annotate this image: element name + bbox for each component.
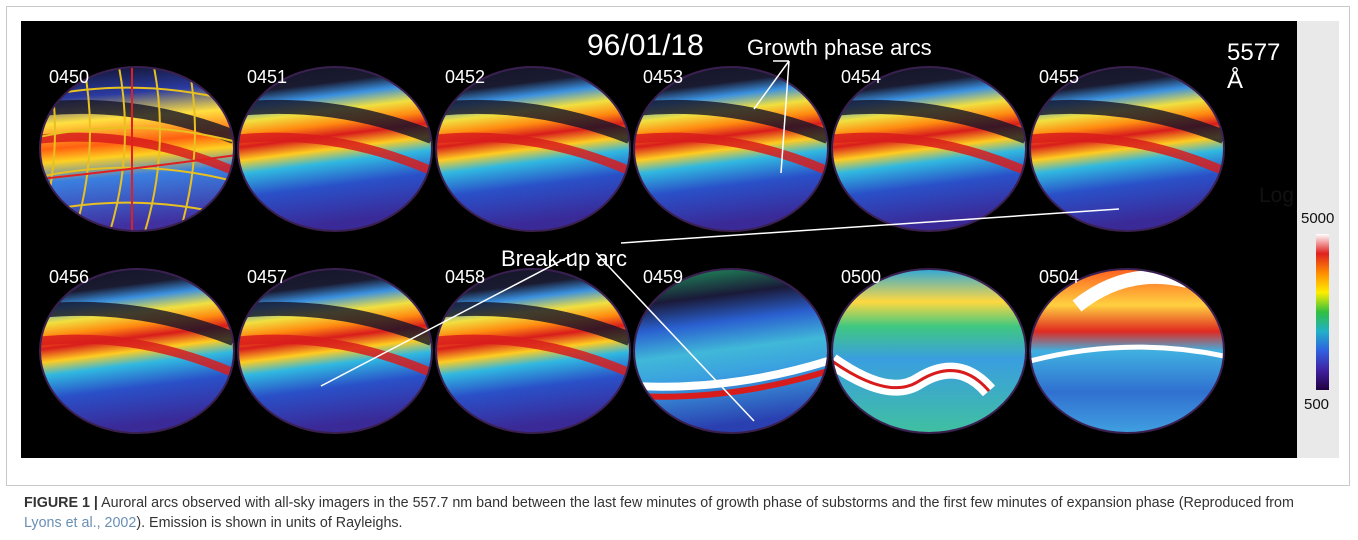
all-sky-image-0459 <box>633 268 829 434</box>
all-sky-image-0458 <box>435 268 631 434</box>
timestamp-0504: 0504 <box>1039 267 1080 287</box>
timestamp-0459: 0459 <box>643 267 684 287</box>
annotation-arrow <box>753 60 790 110</box>
all-sky-image-0452 <box>435 66 631 232</box>
timestamp-0451: 0451 <box>247 67 288 87</box>
timestamp-0458: 0458 <box>445 267 486 287</box>
timestamp-0456: 0456 <box>49 267 90 287</box>
colorbar-panel: 5000 500 <box>1297 21 1339 458</box>
timestamp-0450: 0450 <box>49 67 90 87</box>
break-up-arc-label: Break-up arc <box>501 246 627 271</box>
caption-text: Auroral arcs observed with all-sky image… <box>97 495 1294 511</box>
annotation-arrow <box>620 208 1120 244</box>
wavelength-label: 5577 Å <box>1227 39 1281 94</box>
growth-phase-arcs-label: Growth phase arcs <box>747 35 932 60</box>
all-sky-image-0504 <box>1029 268 1225 434</box>
all-sky-image-0455 <box>1029 66 1225 232</box>
timestamp-0500: 0500 <box>841 267 882 287</box>
all-sky-image-0456 <box>39 268 235 434</box>
all-sky-image-0500 <box>831 268 1027 434</box>
timestamp-0457: 0457 <box>247 267 288 287</box>
timestamp-0455: 0455 <box>1039 67 1080 87</box>
caption-reference-link[interactable]: Lyons et al., 2002 <box>24 515 137 531</box>
date-label: 96/01/18 <box>587 29 704 62</box>
figure-frame: 96/01/18 Growth phase arcs 5577 Å Break-… <box>6 6 1350 486</box>
colorbar-min-label: 500 <box>1304 396 1330 413</box>
annotation-arrow <box>595 252 755 422</box>
annotation-arrow <box>320 252 577 387</box>
caption-text-end: ). Emission is shown in units of Rayleig… <box>136 515 403 531</box>
timestamp-0452: 0452 <box>445 67 486 87</box>
all-sky-image-0454 <box>831 66 1027 232</box>
colorbar-title: Log R <box>1259 184 1297 207</box>
timestamp-0454: 0454 <box>841 67 882 87</box>
auroral-image-panel: 96/01/18 Growth phase arcs 5577 Å Break-… <box>21 21 1297 458</box>
all-sky-image-0453 <box>633 66 829 232</box>
all-sky-images <box>39 60 1225 434</box>
all-sky-image-0451 <box>237 66 433 232</box>
timestamp-0453: 0453 <box>643 67 684 87</box>
annotation-arrow <box>780 60 790 174</box>
figure-caption: FIGURE 1 | Auroral arcs observed with al… <box>24 493 1324 533</box>
all-sky-image-0457 <box>237 268 433 434</box>
colorbar <box>1316 234 1329 390</box>
colorbar-max-label: 5000 <box>1301 210 1335 227</box>
caption-label: FIGURE 1 | <box>24 495 98 511</box>
